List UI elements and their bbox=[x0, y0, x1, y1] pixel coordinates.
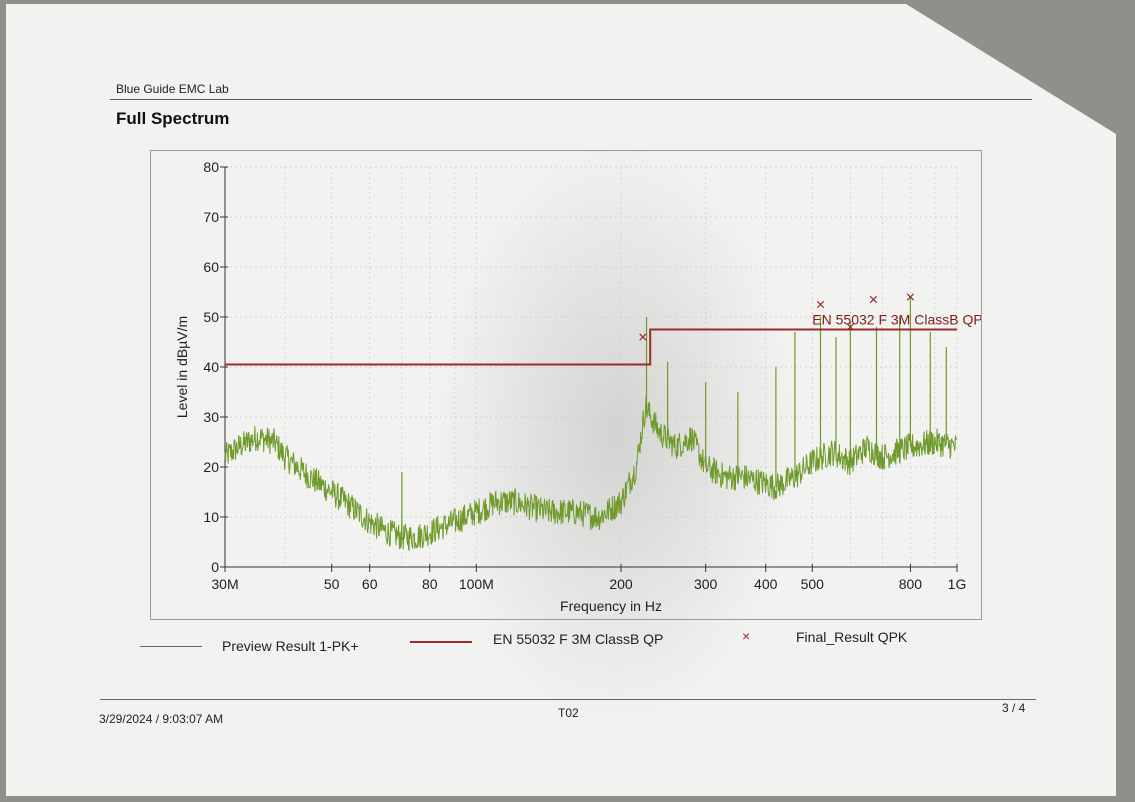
page-title: Full Spectrum bbox=[116, 109, 230, 128]
footer-page-number: 3 / 4 bbox=[1002, 701, 1026, 715]
x-tick-label: 500 bbox=[801, 576, 825, 592]
spectrum-chart: 0 10 20 30 40 50 60 70 80 30M 50 60 80 100M 200 300 400 5… bbox=[174, 159, 981, 614]
lab-name: Blue Guide EMC Lab bbox=[116, 82, 229, 96]
limit-line-annotation: EN 55032 F 3M ClassB QP bbox=[812, 312, 981, 328]
x-tick-label: 80 bbox=[422, 576, 438, 592]
y-tick-label: 0 bbox=[211, 559, 219, 575]
final-result-marker bbox=[639, 333, 647, 341]
x-tick-label: 800 bbox=[899, 576, 923, 592]
legend-label-preview: Preview Result 1-PK+ bbox=[222, 638, 359, 654]
y-tick-label: 30 bbox=[203, 409, 219, 425]
legend-swatch-limit bbox=[410, 641, 472, 643]
footer-rule bbox=[100, 699, 1036, 700]
x-tick-label: 200 bbox=[609, 576, 633, 592]
page-shadow bbox=[6, 4, 1116, 796]
legend-label-final: Final_Result QPK bbox=[796, 629, 908, 645]
chart-frame: 0 10 20 30 40 50 60 70 80 30M 50 60 80 100M 200 300 400 5… bbox=[150, 150, 982, 620]
y-tick-label: 60 bbox=[203, 259, 219, 275]
x-tick-label: 60 bbox=[362, 576, 378, 592]
y-tick-label: 70 bbox=[203, 209, 219, 225]
footer-datetime: 3/29/2024 / 9:03:07 AM bbox=[99, 712, 224, 726]
preview-result-trace bbox=[224, 396, 958, 552]
footer-test-id: T02 bbox=[558, 706, 579, 720]
y-tick-label: 10 bbox=[203, 509, 219, 525]
x-tick-label: 100M bbox=[459, 576, 494, 592]
y-axis-title: Level in dBµV/m bbox=[174, 316, 190, 418]
report-page: Blue Guide EMC Lab Full Spectrum 0 10 20 30… bbox=[6, 4, 1116, 796]
x-tick-label: 30M bbox=[211, 576, 238, 592]
x-tick-label: 1G bbox=[948, 576, 967, 592]
y-tick-label: 20 bbox=[203, 459, 219, 475]
final-result-marker bbox=[816, 300, 825, 309]
y-tick-label: 40 bbox=[203, 359, 219, 375]
x-tick-label: 300 bbox=[694, 576, 718, 592]
legend-marker-final: × bbox=[742, 628, 751, 644]
x-tick-label: 400 bbox=[754, 576, 778, 592]
legend-label-limit: EN 55032 F 3M ClassB QP bbox=[493, 631, 664, 647]
y-tick-label: 80 bbox=[203, 159, 219, 175]
limit-line-en55032 bbox=[225, 328, 957, 366]
final-result-marker bbox=[906, 293, 915, 301]
final-result-marker bbox=[869, 295, 878, 304]
legend-swatch-preview bbox=[140, 646, 202, 647]
final-result-marker bbox=[846, 323, 854, 331]
y-tick-label: 50 bbox=[203, 309, 219, 325]
x-axis-title: Frequency in Hz bbox=[560, 598, 662, 614]
header-rule bbox=[110, 99, 1032, 100]
x-tick-label: 50 bbox=[324, 576, 340, 592]
